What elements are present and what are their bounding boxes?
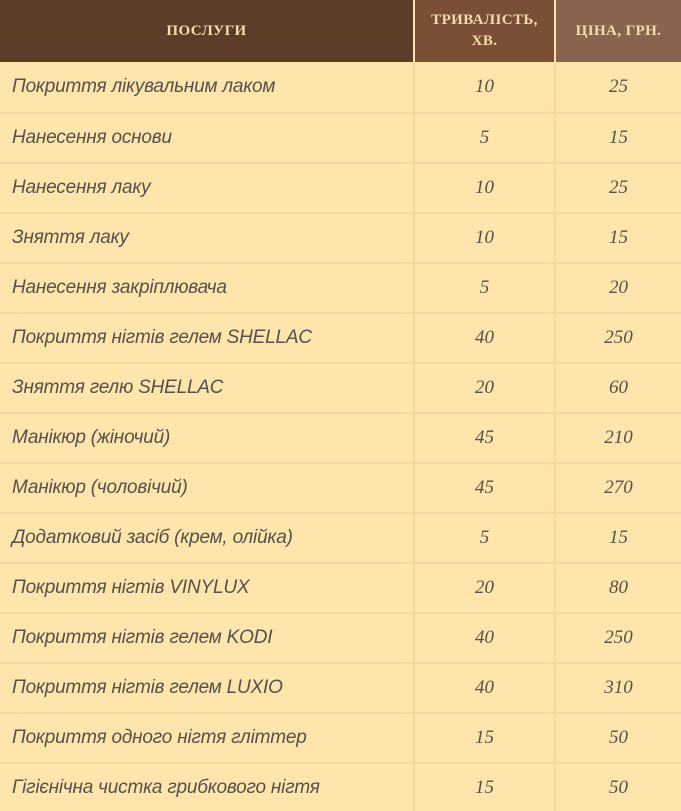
- price-value: 250: [554, 312, 681, 362]
- service-name: Нанесення закріплювача: [0, 262, 413, 312]
- duration-value: 5: [413, 112, 554, 162]
- price-value: 50: [554, 762, 681, 811]
- price-table-header: ПОСЛУГИ ТРИВАЛІСТЬ, ХВ. ЦІНА, ГРН.: [0, 0, 681, 62]
- duration-value: 20: [413, 362, 554, 412]
- price-value: 15: [554, 212, 681, 262]
- duration-value: 45: [413, 412, 554, 462]
- service-name: Покриття нігтів гелем KODI: [0, 612, 413, 662]
- service-name: Манікюр (жіночий): [0, 412, 413, 462]
- service-name: Зняття гелю SHELLAC: [0, 362, 413, 412]
- duration-value: 10: [413, 62, 554, 112]
- table-row: Додатковий засіб (крем, олійка) 5 15: [0, 512, 681, 562]
- duration-value: 5: [413, 512, 554, 562]
- header-row: ПОСЛУГИ ТРИВАЛІСТЬ, ХВ. ЦІНА, ГРН.: [0, 0, 681, 62]
- table-row: Покриття нігтів гелем SHELLAC 40 250: [0, 312, 681, 362]
- duration-value: 10: [413, 162, 554, 212]
- price-value: 80: [554, 562, 681, 612]
- price-value: 250: [554, 612, 681, 662]
- table-row: Манікюр (чоловічий) 45 270: [0, 462, 681, 512]
- service-name: Манікюр (чоловічий): [0, 462, 413, 512]
- table-row: Нанесення основи 5 15: [0, 112, 681, 162]
- column-header-price: ЦІНА, ГРН.: [554, 0, 681, 62]
- duration-value: 5: [413, 262, 554, 312]
- table-row: Зняття лаку 10 15: [0, 212, 681, 262]
- price-value: 50: [554, 712, 681, 762]
- duration-value: 15: [413, 762, 554, 811]
- service-name: Зняття лаку: [0, 212, 413, 262]
- table-row: Нанесення лаку 10 25: [0, 162, 681, 212]
- duration-value: 45: [413, 462, 554, 512]
- service-name: Покриття нігтів VINYLUX: [0, 562, 413, 612]
- table-row: Гігієнічна чистка грибкового нігтя 15 50: [0, 762, 681, 811]
- price-table-body: Покриття лікувальним лаком 10 25 Нанесення …: [0, 62, 681, 811]
- duration-value: 10: [413, 212, 554, 262]
- service-name: Додатковий засіб (крем, олійка): [0, 512, 413, 562]
- service-name: Покриття нігтів гелем SHELLAC: [0, 312, 413, 362]
- price-value: 310: [554, 662, 681, 712]
- service-name: Покриття одного нігтя гліттер: [0, 712, 413, 762]
- price-value: 210: [554, 412, 681, 462]
- table-row: Нанесення закріплювача 5 20: [0, 262, 681, 312]
- service-name: Покриття нігтів гелем LUXIO: [0, 662, 413, 712]
- table-row: Зняття гелю SHELLAC 20 60: [0, 362, 681, 412]
- column-header-services: ПОСЛУГИ: [0, 0, 413, 62]
- price-value: 15: [554, 512, 681, 562]
- price-value: 15: [554, 112, 681, 162]
- duration-value: 20: [413, 562, 554, 612]
- duration-value: 40: [413, 662, 554, 712]
- column-header-duration: ТРИВАЛІСТЬ, ХВ.: [413, 0, 554, 62]
- price-value: 20: [554, 262, 681, 312]
- table-row: Покриття лікувальним лаком 10 25: [0, 62, 681, 112]
- service-name: Нанесення основи: [0, 112, 413, 162]
- duration-value: 15: [413, 712, 554, 762]
- service-name: Гігієнічна чистка грибкового нігтя: [0, 762, 413, 811]
- price-value: 60: [554, 362, 681, 412]
- price-value: 25: [554, 62, 681, 112]
- table-row: Покриття нігтів VINYLUX 20 80: [0, 562, 681, 612]
- table-row: Манікюр (жіночий) 45 210: [0, 412, 681, 462]
- table-row: Покриття одного нігтя гліттер 15 50: [0, 712, 681, 762]
- duration-value: 40: [413, 612, 554, 662]
- table-row: Покриття нігтів гелем LUXIO 40 310: [0, 662, 681, 712]
- duration-value: 40: [413, 312, 554, 362]
- price-value: 270: [554, 462, 681, 512]
- price-value: 25: [554, 162, 681, 212]
- table-row: Покриття нігтів гелем KODI 40 250: [0, 612, 681, 662]
- service-name: Покриття лікувальним лаком: [0, 62, 413, 112]
- service-name: Нанесення лаку: [0, 162, 413, 212]
